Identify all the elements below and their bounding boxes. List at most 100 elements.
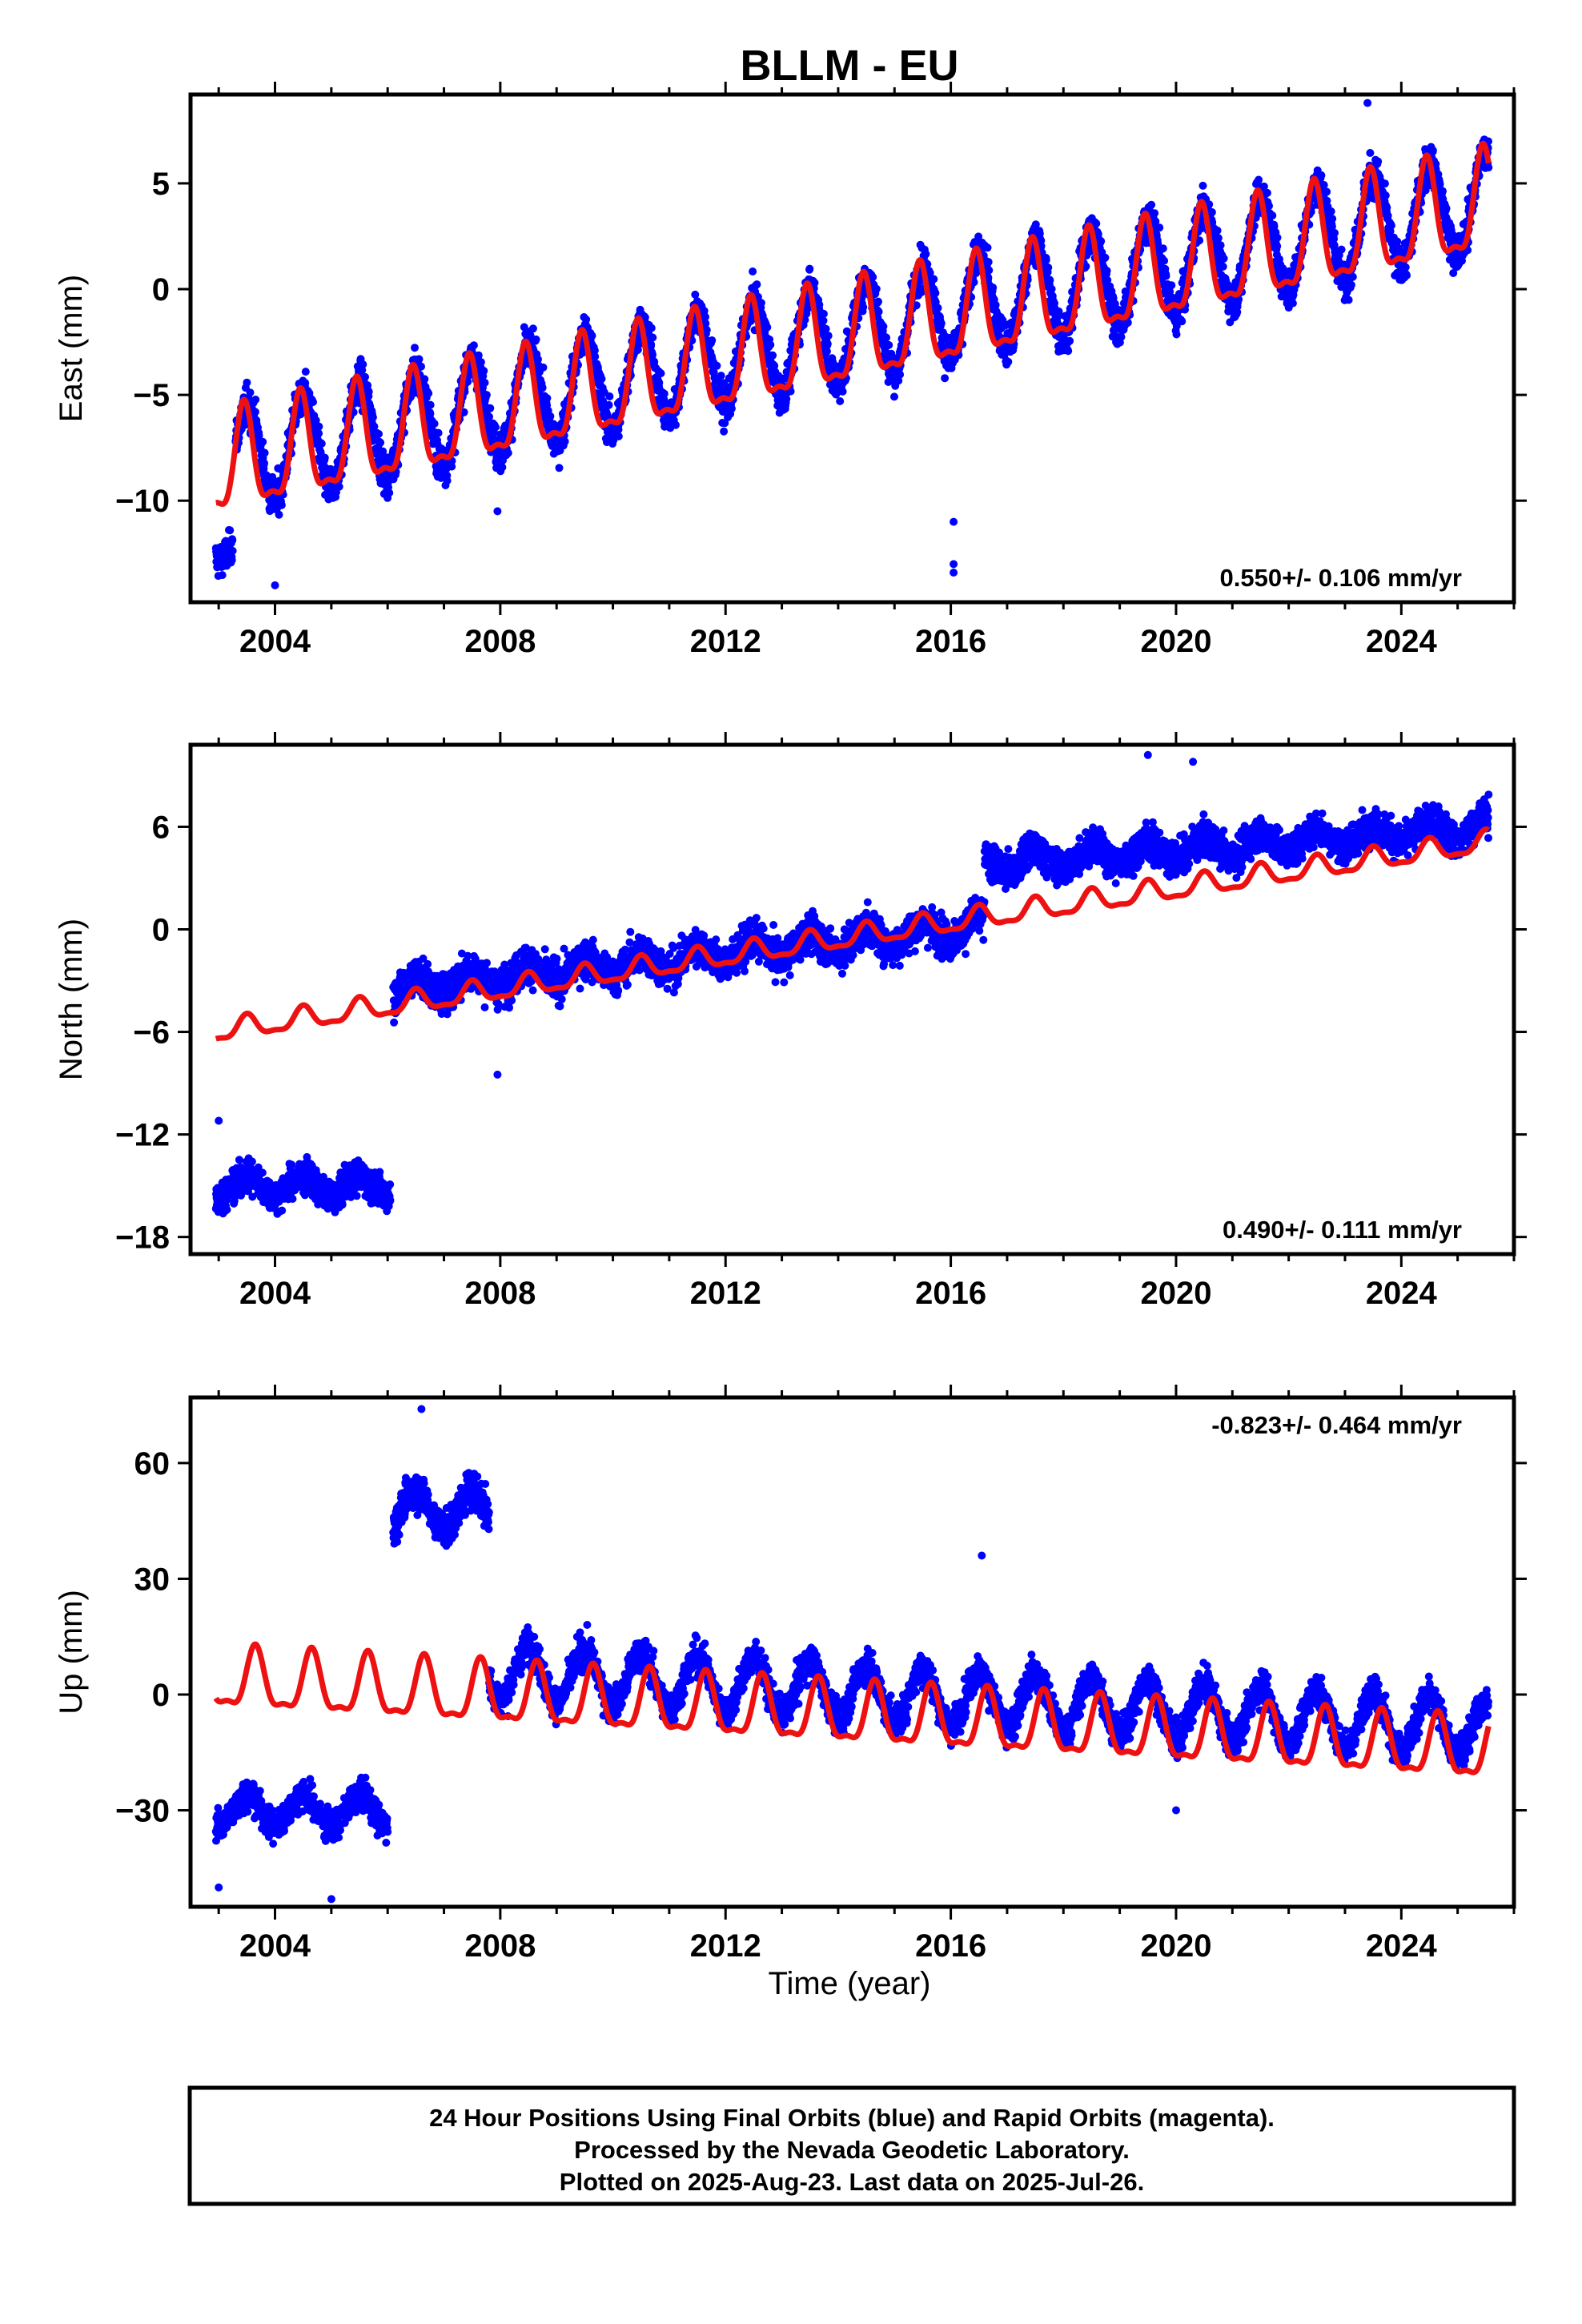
observation-point bbox=[1317, 171, 1326, 179]
observation-point bbox=[315, 429, 323, 438]
observation-point bbox=[879, 322, 888, 331]
observation-point bbox=[1347, 280, 1355, 289]
observation-point bbox=[604, 400, 613, 409]
observation-point bbox=[1323, 187, 1331, 196]
observation-point bbox=[1268, 211, 1277, 220]
observation-point bbox=[1172, 330, 1181, 339]
observation-point bbox=[320, 453, 329, 462]
observation-point bbox=[251, 408, 259, 416]
observation-point bbox=[379, 447, 387, 456]
observation-point bbox=[426, 409, 435, 418]
observation-point bbox=[672, 420, 680, 429]
observation-point bbox=[376, 438, 385, 447]
observation-point bbox=[309, 398, 317, 406]
observation-point bbox=[375, 429, 383, 438]
observation-point bbox=[921, 250, 930, 259]
observation-point bbox=[1162, 271, 1170, 280]
observation-point bbox=[819, 316, 828, 325]
observation-point bbox=[415, 355, 424, 364]
observation-point bbox=[647, 324, 656, 332]
observation-point bbox=[417, 362, 425, 371]
observation-point bbox=[1004, 357, 1013, 366]
observation-point bbox=[448, 462, 456, 471]
observation-point bbox=[486, 404, 495, 412]
observation-point bbox=[590, 346, 599, 355]
observation-point bbox=[1066, 336, 1074, 345]
observation-point bbox=[1383, 203, 1391, 212]
observation-point bbox=[749, 267, 757, 275]
observation-point bbox=[485, 412, 493, 421]
observation-point bbox=[1255, 175, 1263, 184]
observation-point bbox=[243, 378, 251, 387]
observation-point bbox=[805, 264, 814, 273]
observation-point bbox=[534, 355, 542, 364]
observation-point bbox=[539, 363, 548, 372]
observation-point bbox=[1199, 181, 1207, 190]
observation-point bbox=[1331, 228, 1339, 237]
observation-point bbox=[259, 437, 267, 446]
observation-point bbox=[1380, 179, 1389, 188]
figure-title: BLLM - EU bbox=[741, 42, 959, 90]
observation-point bbox=[492, 423, 500, 432]
observation-point bbox=[301, 379, 310, 388]
observation-point bbox=[246, 388, 255, 397]
observation-point bbox=[498, 463, 507, 472]
observation-point bbox=[317, 439, 326, 448]
observation-point bbox=[890, 392, 898, 401]
observation-point bbox=[226, 526, 235, 535]
observation-point bbox=[476, 358, 485, 367]
observation-point bbox=[763, 323, 772, 332]
observation-point bbox=[1101, 253, 1110, 262]
observation-point bbox=[504, 448, 512, 457]
observation-point bbox=[640, 313, 649, 322]
observation-point bbox=[251, 396, 260, 404]
observation-point bbox=[1348, 272, 1357, 281]
observation-point bbox=[474, 351, 483, 360]
observation-point bbox=[691, 290, 700, 299]
observation-point bbox=[984, 258, 993, 267]
observation-point bbox=[983, 243, 992, 252]
observation-point bbox=[859, 303, 868, 312]
observation-point bbox=[701, 319, 710, 328]
observation-point bbox=[885, 340, 893, 349]
observation-point bbox=[1366, 149, 1375, 157]
observation-point bbox=[1102, 267, 1111, 275]
observation-point bbox=[532, 335, 540, 344]
observation-point bbox=[528, 324, 537, 333]
observation-point bbox=[301, 368, 310, 376]
observation-point bbox=[260, 448, 269, 457]
observation-point bbox=[647, 340, 656, 349]
observation-point bbox=[1263, 188, 1271, 197]
observation-point bbox=[1219, 254, 1228, 263]
observation-point bbox=[713, 361, 721, 370]
observation-point bbox=[1092, 219, 1101, 228]
observation-point bbox=[882, 333, 891, 342]
observation-point bbox=[370, 422, 379, 431]
observation-point bbox=[872, 284, 881, 293]
observation-point bbox=[1046, 276, 1054, 284]
observation-point bbox=[836, 397, 845, 405]
observation-point bbox=[941, 374, 950, 383]
observation-point bbox=[588, 332, 596, 340]
observation-point bbox=[1167, 281, 1176, 290]
observation-point bbox=[937, 319, 946, 328]
observation-point bbox=[560, 437, 569, 446]
observation-point bbox=[614, 425, 623, 434]
observation-point bbox=[656, 369, 665, 378]
observation-point bbox=[1219, 262, 1227, 271]
observation-point bbox=[543, 394, 552, 403]
observation-point bbox=[648, 333, 657, 342]
observation-point bbox=[1273, 242, 1282, 251]
observation-point bbox=[1178, 317, 1186, 326]
observation-point bbox=[989, 283, 998, 292]
observation-point bbox=[1393, 237, 1402, 246]
observation-point bbox=[1155, 223, 1164, 232]
observation-point bbox=[443, 476, 452, 485]
observation-point bbox=[1288, 299, 1297, 308]
observation-point bbox=[896, 370, 905, 379]
observation-point bbox=[934, 304, 942, 312]
observation-point bbox=[411, 344, 419, 352]
observation-point bbox=[1147, 200, 1156, 209]
observation-point bbox=[1214, 234, 1223, 243]
